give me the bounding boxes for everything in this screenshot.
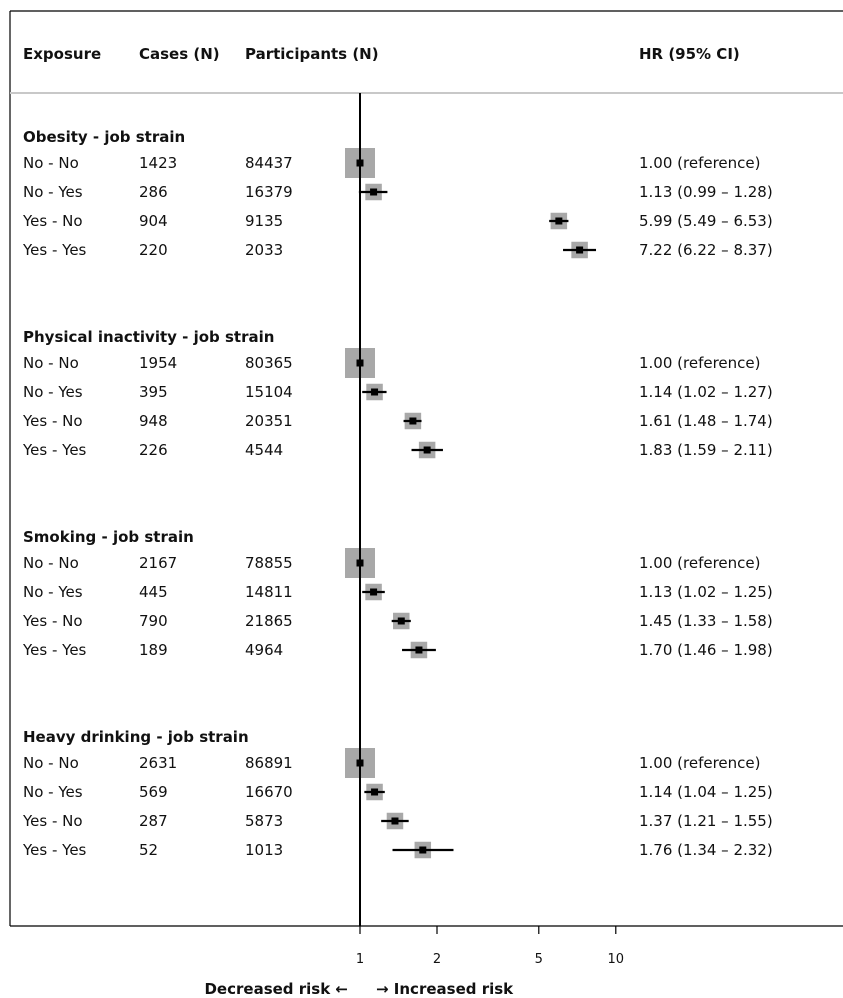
row-participants: 5873 bbox=[245, 812, 283, 830]
header-hr: HR (95% CI) bbox=[639, 45, 740, 63]
row-cases: 1423 bbox=[139, 154, 177, 172]
x-tick-label: 2 bbox=[433, 952, 441, 967]
point-estimate bbox=[415, 646, 423, 654]
row-cases: 445 bbox=[139, 583, 168, 601]
row-label: No - Yes bbox=[23, 583, 83, 601]
row-hr-text: 1.37 (1.21 – 1.55) bbox=[639, 812, 773, 830]
row-label: Yes - Yes bbox=[22, 841, 87, 859]
point-estimate bbox=[397, 617, 405, 625]
row-cases: 287 bbox=[139, 812, 168, 830]
row-hr-text: 1.00 (reference) bbox=[639, 354, 761, 372]
point-estimate bbox=[576, 246, 584, 254]
row-participants: 80365 bbox=[245, 354, 293, 372]
x-tick-label: 1 bbox=[356, 952, 364, 967]
row-hr-text: 1.83 (1.59 – 2.11) bbox=[639, 441, 773, 459]
row-label: No - Yes bbox=[23, 783, 83, 801]
row-participants: 4964 bbox=[245, 641, 283, 659]
row-label: Yes - Yes bbox=[22, 641, 87, 659]
row-participants: 21865 bbox=[245, 612, 293, 630]
point-estimate bbox=[409, 417, 417, 425]
row-participants: 2033 bbox=[245, 241, 283, 259]
point-estimate bbox=[555, 217, 563, 225]
row-cases: 569 bbox=[139, 783, 168, 801]
row-participants: 78855 bbox=[245, 554, 293, 572]
row-participants: 9135 bbox=[245, 212, 283, 230]
group-title: Heavy drinking - job strain bbox=[23, 728, 249, 746]
row-hr-text: 5.99 (5.49 – 6.53) bbox=[639, 212, 773, 230]
row-cases: 948 bbox=[139, 412, 168, 430]
axis-label-decreased: Decreased risk ← bbox=[204, 980, 348, 998]
row-hr-text: 1.00 (reference) bbox=[639, 154, 761, 172]
row-hr-text: 1.00 (reference) bbox=[639, 754, 761, 772]
row-label: No - No bbox=[23, 154, 79, 172]
row-participants: 86891 bbox=[245, 754, 293, 772]
row-cases: 2167 bbox=[139, 554, 177, 572]
row-participants: 1013 bbox=[245, 841, 283, 859]
row-cases: 286 bbox=[139, 183, 168, 201]
point-estimate bbox=[371, 788, 379, 796]
axis-label-increased: → Increased risk bbox=[376, 980, 514, 998]
row-cases: 220 bbox=[139, 241, 168, 259]
row-cases: 904 bbox=[139, 212, 168, 230]
row-hr-text: 1.13 (0.99 – 1.28) bbox=[639, 183, 773, 201]
row-hr-text: 1.45 (1.33 – 1.58) bbox=[639, 612, 773, 630]
group-title: Physical inactivity - job strain bbox=[23, 328, 274, 346]
row-label: Yes - No bbox=[22, 812, 83, 830]
row-cases: 790 bbox=[139, 612, 168, 630]
point-estimate bbox=[371, 388, 379, 396]
row-participants: 14811 bbox=[245, 583, 293, 601]
point-estimate bbox=[370, 588, 378, 596]
row-cases: 395 bbox=[139, 383, 168, 401]
row-label: No - Yes bbox=[23, 183, 83, 201]
point-estimate bbox=[419, 846, 427, 854]
row-hr-text: 1.14 (1.04 – 1.25) bbox=[639, 783, 773, 801]
point-estimate bbox=[391, 817, 399, 825]
row-hr-text: 1.00 (reference) bbox=[639, 554, 761, 572]
row-participants: 20351 bbox=[245, 412, 293, 430]
row-participants: 84437 bbox=[245, 154, 293, 172]
row-label: Yes - Yes bbox=[22, 441, 87, 459]
row-cases: 52 bbox=[139, 841, 158, 859]
row-participants: 16670 bbox=[245, 783, 293, 801]
row-cases: 226 bbox=[139, 441, 168, 459]
row-label: No - Yes bbox=[23, 383, 83, 401]
row-label: No - No bbox=[23, 554, 79, 572]
row-hr-text: 7.22 (6.22 – 8.37) bbox=[639, 241, 773, 259]
row-cases: 1954 bbox=[139, 354, 177, 372]
header-exposure: Exposure bbox=[23, 45, 101, 63]
row-cases: 2631 bbox=[139, 754, 177, 772]
row-cases: 189 bbox=[139, 641, 168, 659]
x-tick-label: 5 bbox=[535, 952, 543, 967]
header-cases: Cases (N) bbox=[139, 45, 220, 63]
point-estimate bbox=[370, 188, 378, 196]
forest-rows: Obesity - job strain No - No 1423 84437 1.00… bbox=[22, 128, 773, 859]
x-tick-label: 10 bbox=[608, 952, 625, 967]
row-label: No - No bbox=[23, 354, 79, 372]
group-title: Obesity - job strain bbox=[23, 128, 185, 146]
row-hr-text: 1.61 (1.48 – 1.74) bbox=[639, 412, 773, 430]
x-axis: 1 2 5 10 bbox=[356, 926, 624, 967]
row-label: No - No bbox=[23, 754, 79, 772]
point-estimate bbox=[423, 446, 431, 454]
row-hr-text: 1.70 (1.46 – 1.98) bbox=[639, 641, 773, 659]
row-hr-text: 1.14 (1.02 – 1.27) bbox=[639, 383, 773, 401]
header-participants: Participants (N) bbox=[245, 45, 379, 63]
row-label: Yes - No bbox=[22, 612, 83, 630]
group-title: Smoking - job strain bbox=[23, 528, 194, 546]
row-label: Yes - No bbox=[22, 212, 83, 230]
row-participants: 16379 bbox=[245, 183, 293, 201]
row-label: Yes - Yes bbox=[22, 241, 87, 259]
row-participants: 15104 bbox=[245, 383, 293, 401]
row-label: Yes - No bbox=[22, 412, 83, 430]
row-participants: 4544 bbox=[245, 441, 283, 459]
row-hr-text: 1.76 (1.34 – 2.32) bbox=[639, 841, 773, 859]
row-hr-text: 1.13 (1.02 – 1.25) bbox=[639, 583, 773, 601]
